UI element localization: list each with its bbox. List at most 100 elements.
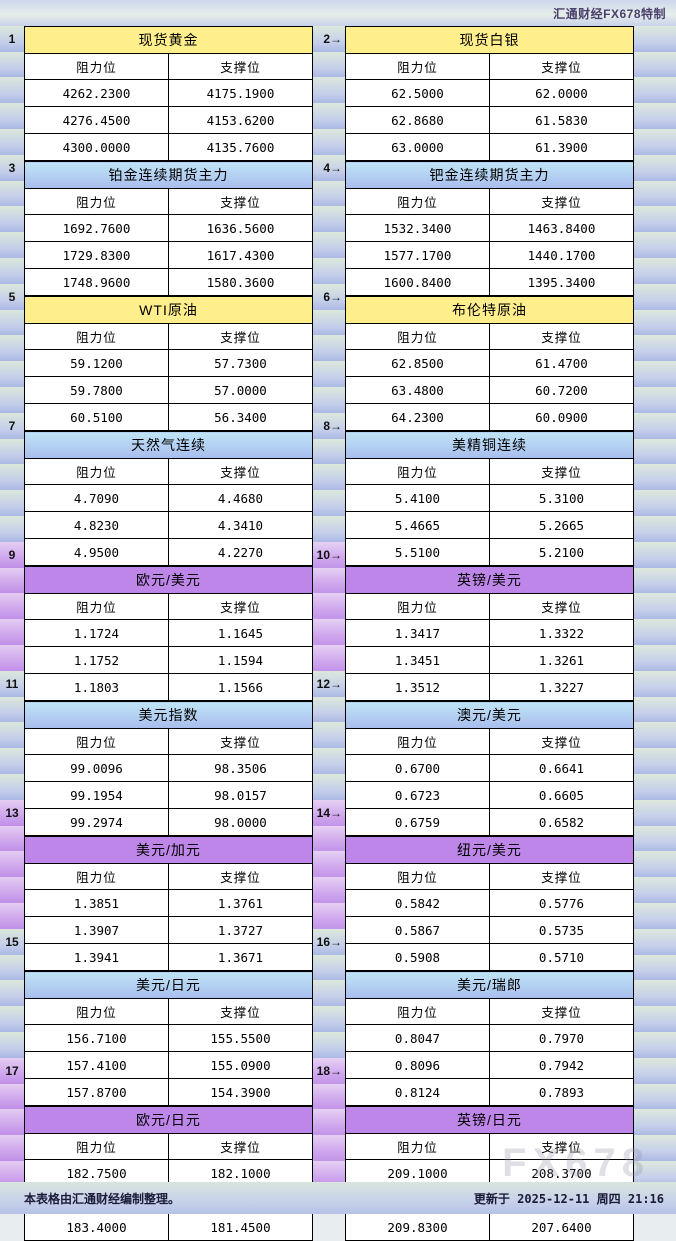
instrument-title: 铂金连续期货主力 [24,161,313,189]
table-row: 阻力位 支撑位 [24,1133,313,1160]
gutter-spacer [634,413,676,439]
support-value: 4.3410 [168,511,313,539]
support-header: 支撑位 [168,1133,313,1160]
support-value: 0.7942 [489,1051,634,1079]
right-decorative-gutter [634,26,676,1241]
table-row: 阻力位 支撑位 [345,998,634,1025]
resistance-value: 59.7800 [24,376,169,404]
table-row: 0.6723 0.6605 [345,781,634,809]
resistance-value: 99.2974 [24,808,169,836]
gutter-spacer [313,310,345,335]
middle-index-gutter: 2→ 4→ 6→ 8→ 10→ 12→ 14→ 16→ 18→ [313,26,345,1241]
instrument-title: 美元/日元 [24,971,313,999]
table-row: 阻力位 支撑位 [345,593,634,620]
resistance-header: 阻力位 [345,53,490,80]
left-index-gutter: 1 3 5 7 9 11 13 15 17 [0,26,24,1241]
table-row: 99.0096 98.3506 [24,754,313,782]
gutter-spacer [634,232,676,258]
gutter-spacer [0,361,24,387]
row-index-13: 13 [0,800,24,826]
support-header: 支撑位 [489,323,634,350]
support-header: 支撑位 [489,998,634,1025]
resistance-value: 62.8680 [345,106,490,134]
gutter-spacer [634,181,676,206]
row-index-7: 7 [0,413,24,439]
resistance-header: 阻力位 [24,998,169,1025]
support-value: 1.3227 [489,673,634,701]
gutter-spacer [634,800,676,826]
support-value: 98.0000 [168,808,313,836]
instrument-title: 现货黄金 [24,26,313,54]
instrument-block-7: 天然气连续 阻力位 支撑位 4.7090 4.4680 4.8230 4.3410 4.950… [24,431,313,566]
support-value: 4153.6200 [168,106,313,134]
gutter-spacer [0,774,24,800]
table-row: 156.7100 155.5500 [24,1024,313,1052]
gutter-spacer [0,310,24,335]
gutter-spacer [634,826,676,851]
table-row: 1600.8400 1395.3400 [345,268,634,296]
support-value: 4.4680 [168,484,313,512]
support-value: 60.7200 [489,376,634,404]
data-grid: 1 3 5 7 9 11 13 15 17 现货黄金 阻力位 支撑位 4262.2300 4175.19… [0,26,676,1241]
support-value: 61.3900 [489,133,634,161]
resistance-value: 59.1200 [24,349,169,377]
row-index-6: 6→ [313,284,345,310]
gutter-spacer [0,206,24,232]
support-value: 1463.8400 [489,214,634,242]
table-row: 0.5867 0.5735 [345,916,634,944]
support-header: 支撑位 [489,728,634,755]
gutter-spacer [313,361,345,387]
gutter-spacer [0,1084,24,1109]
row-index-5: 5 [0,284,24,310]
gutter-spacer [634,439,676,464]
table-row: 0.5842 0.5776 [345,889,634,917]
table-row: 1532.3400 1463.8400 [345,214,634,242]
resistance-value: 60.5100 [24,403,169,431]
gutter-spacer [0,439,24,464]
table-row: 阻力位 支撑位 [345,863,634,890]
table-row: 钯金连续期货主力 [345,161,634,189]
gutter-spacer [634,697,676,722]
gutter-spacer [0,645,24,671]
table-row: 5.4665 5.2665 [345,511,634,539]
table-row: 纽元/美元 [345,836,634,864]
gutter-spacer [313,619,345,645]
resistance-value: 5.4665 [345,511,490,539]
table-row: 0.8124 0.7893 [345,1078,634,1106]
table-row: 0.6759 0.6582 [345,808,634,836]
gutter-spacer [313,258,345,284]
gutter-spacer [634,645,676,671]
row-index-10: 10→ [313,542,345,568]
gutter-spacer [313,903,345,929]
resistance-value: 1.3907 [24,916,169,944]
table-row: 阻力位 支撑位 [24,593,313,620]
resistance-value: 0.8096 [345,1051,490,1079]
instrument-title: 英镑/美元 [345,566,634,594]
support-value: 155.0900 [168,1051,313,1079]
resistance-value: 156.7100 [24,1024,169,1052]
resistance-header: 阻力位 [345,188,490,215]
update-weekday: 周四 [596,1191,621,1206]
support-value: 1636.5600 [168,214,313,242]
instrument-block-18: 英镑/日元阻力位支撑位209.1000208.3700209.3800207.9… [345,1106,634,1241]
resistance-value: 157.8700 [24,1078,169,1106]
support-value: 62.0000 [489,79,634,107]
support-value: 4135.7600 [168,133,313,161]
gutter-spacer [313,103,345,129]
table-row: 美元/日元 [24,971,313,999]
gutter-spacer [634,1058,676,1084]
instrument-title: 美元/加元 [24,836,313,864]
gutter-spacer [0,258,24,284]
gutter-spacer [634,980,676,1006]
resistance-value: 99.1954 [24,781,169,809]
gutter-spacer [0,748,24,774]
support-header: 支撑位 [489,593,634,620]
gutter-spacer [0,980,24,1006]
table-row: 59.7800 57.0000 [24,376,313,404]
support-value: 4.2270 [168,538,313,566]
gutter-spacer [0,103,24,129]
table-row: 1.3851 1.3761 [24,889,313,917]
instrument-block-9: 欧元/美元 阻力位 支撑位 1.1724 1.1645 1.1752 1.1594 1.180… [24,566,313,701]
footer-bar: 本表格由汇通财经编制整理。 更新于 2025-12-11 周四 21:16 [0,1182,676,1214]
resistance-value: 63.0000 [345,133,490,161]
